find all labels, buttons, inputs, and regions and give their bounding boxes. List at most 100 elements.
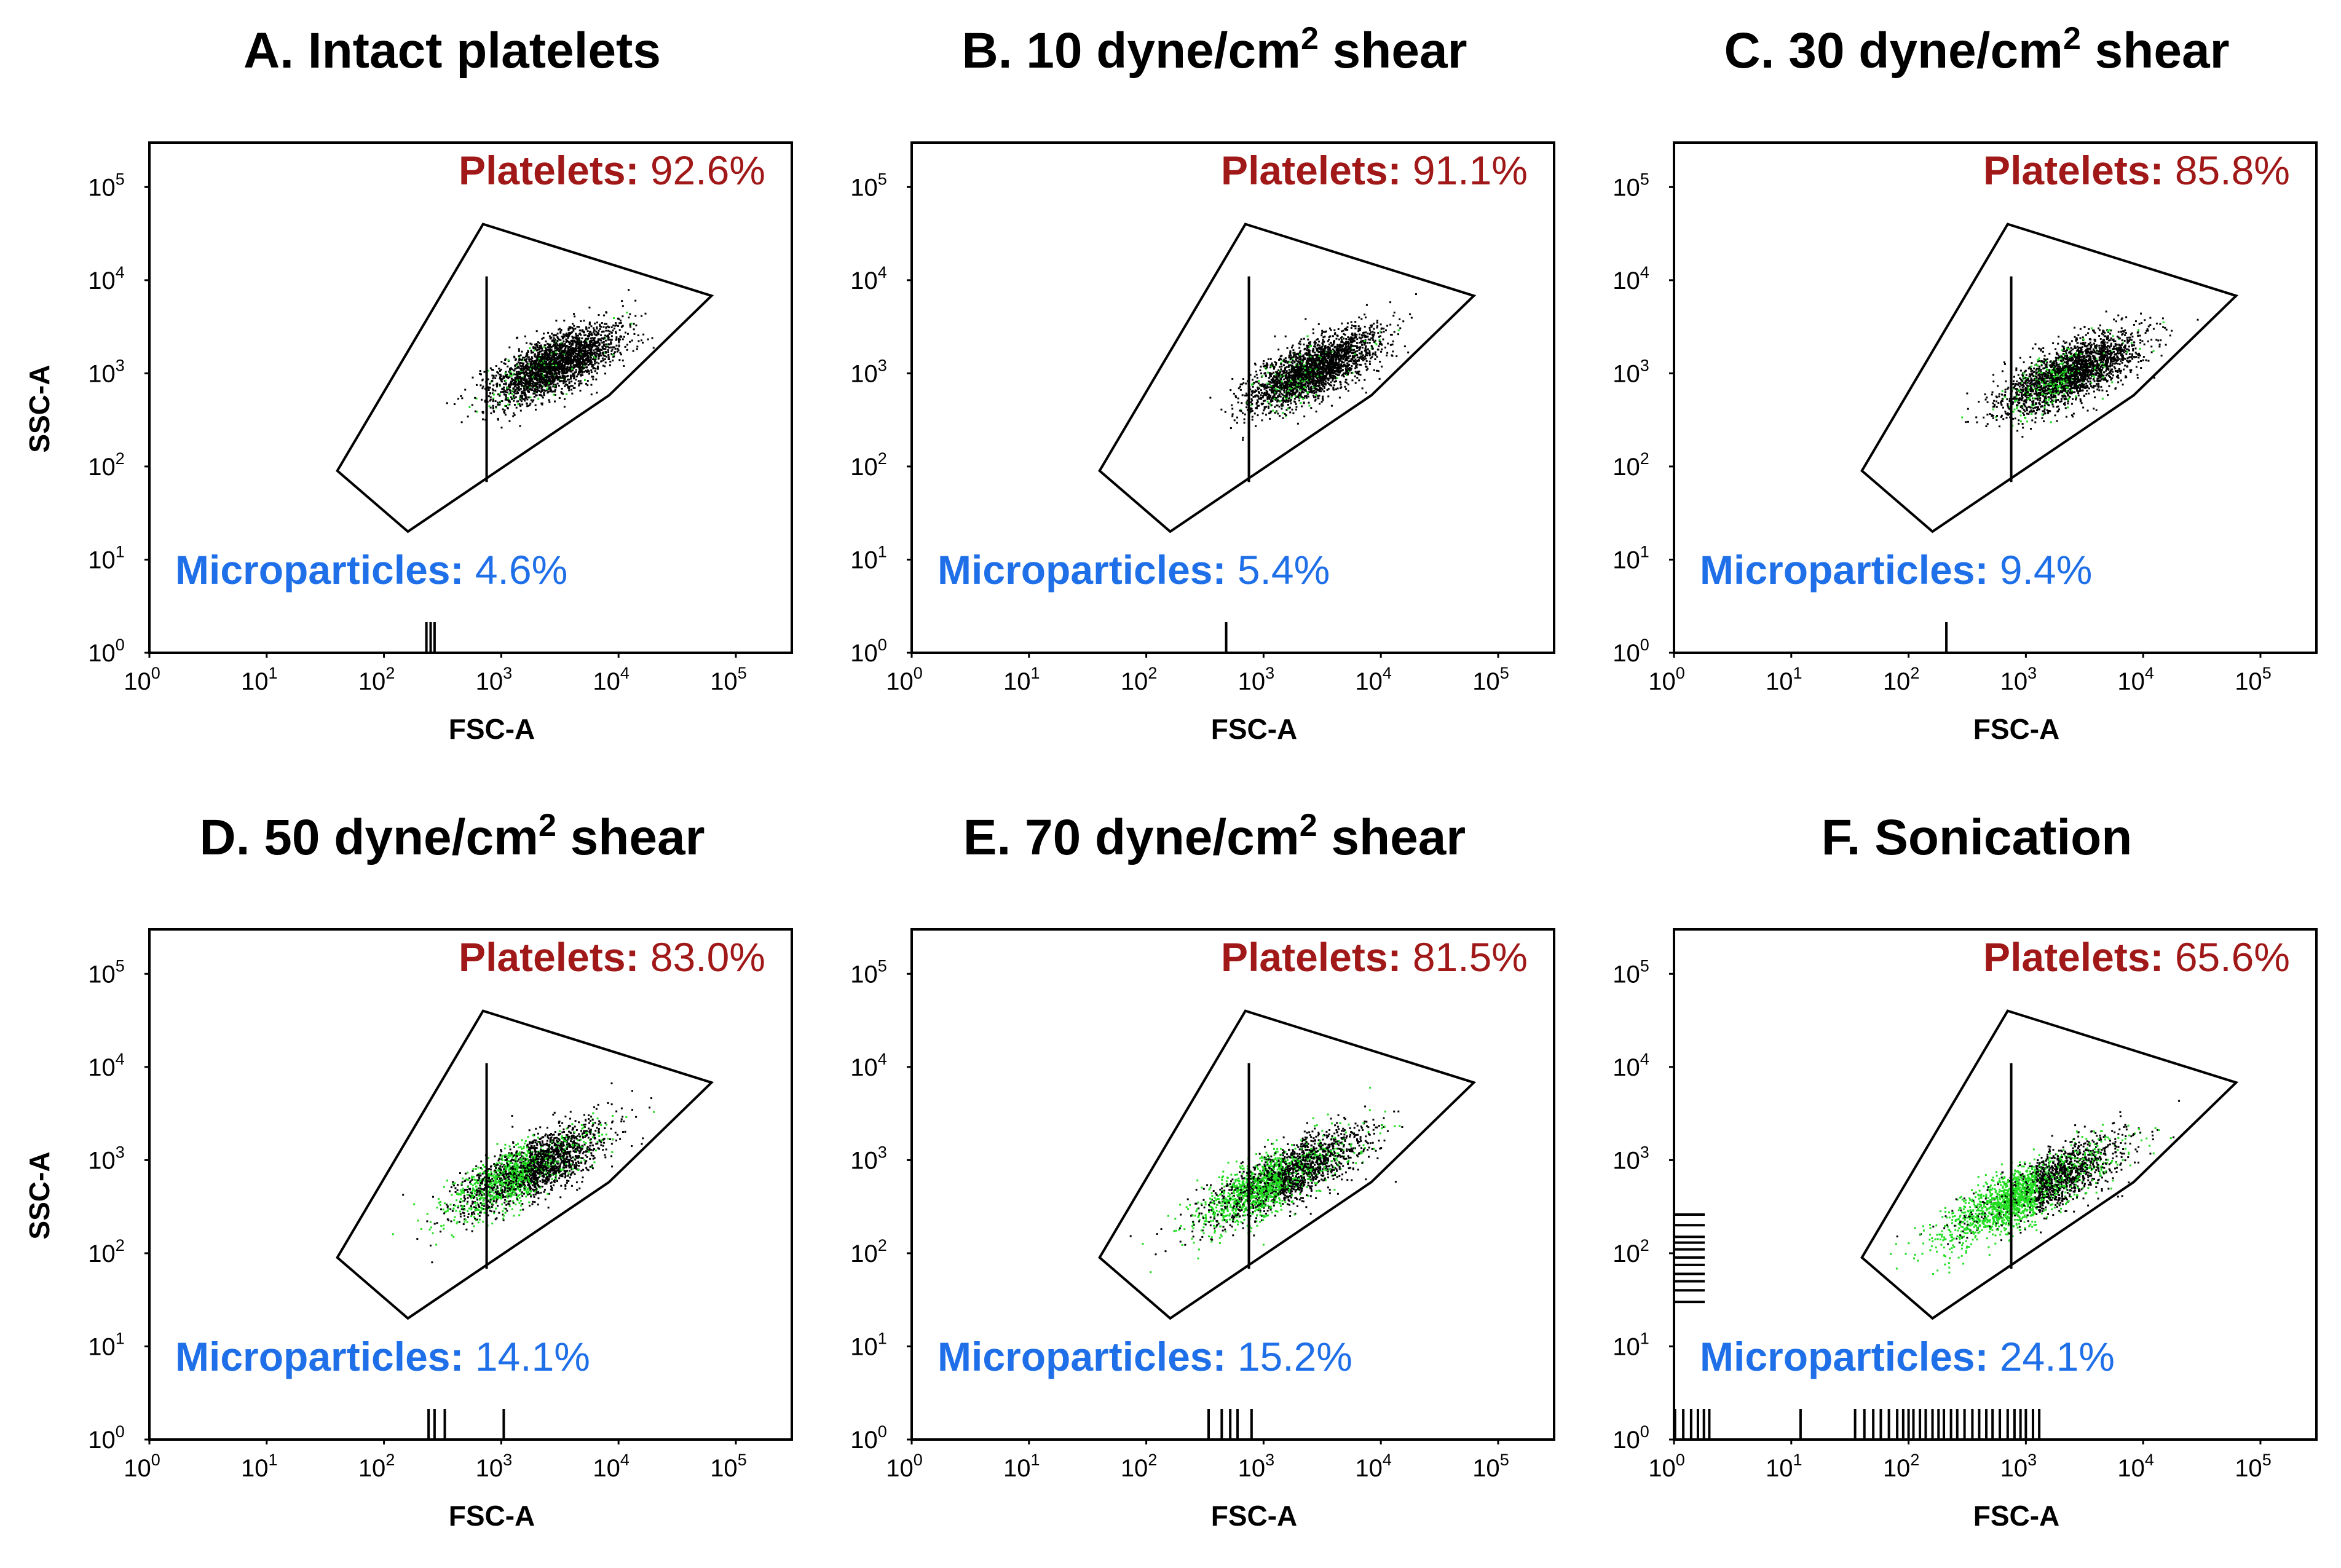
event-dot [1305, 318, 1306, 320]
event-dot [606, 312, 607, 313]
event-dot [567, 375, 569, 377]
event-dot [1231, 378, 1233, 380]
event-dot [1209, 397, 1211, 399]
event-dot [601, 322, 603, 324]
event-dot [521, 351, 523, 353]
event-dot [1392, 315, 1394, 317]
event-dot [561, 336, 563, 337]
event-dot [619, 329, 621, 331]
event-dot [1300, 358, 1302, 360]
event-dot [1291, 395, 1293, 396]
event-dot [1334, 332, 1336, 334]
event-dot [523, 385, 525, 387]
event-dot [548, 399, 550, 401]
event-dot [1321, 334, 1322, 336]
event-dot [1343, 376, 1345, 377]
event-dot [1251, 390, 1253, 392]
event-dot [559, 380, 561, 382]
event-dot [1344, 386, 1346, 388]
event-dot [1303, 384, 1305, 385]
event-dot [594, 359, 596, 361]
event-dot [1310, 375, 1312, 377]
event-dot-green [508, 359, 510, 361]
event-dot [1321, 401, 1323, 403]
event-dot [501, 400, 503, 402]
event-dot [1266, 384, 1268, 386]
event-dot [598, 355, 600, 357]
event-dot [1357, 364, 1359, 366]
event-dot [1325, 370, 1327, 372]
event-dot [492, 407, 494, 409]
event-dot [1241, 402, 1242, 404]
event-dot [1265, 406, 1267, 408]
event-dot [1362, 340, 1364, 342]
event-dot-green [507, 387, 508, 388]
event-dot [544, 390, 546, 392]
event-dot [527, 382, 529, 384]
event-dot [1346, 350, 1348, 352]
event-dot [577, 364, 579, 366]
event-dot [578, 385, 580, 387]
event-dot [1277, 386, 1279, 388]
event-dot [585, 366, 587, 368]
event-dot [1366, 360, 1368, 362]
event-dot [519, 373, 521, 375]
event-dot [1263, 400, 1265, 402]
event-dot [1274, 376, 1276, 378]
event-dot [586, 345, 588, 347]
event-dot [590, 369, 592, 371]
event-dot [571, 349, 573, 350]
event-dot [575, 379, 577, 380]
event-dot-green [1251, 384, 1253, 385]
event-dot-green [555, 364, 557, 366]
event-dot [1231, 416, 1233, 417]
event-dot [1338, 339, 1340, 341]
event-dot [1238, 401, 1239, 403]
event-dot [621, 300, 623, 302]
event-dot [1369, 342, 1371, 344]
event-dot [1236, 422, 1238, 424]
event-dot [559, 371, 561, 373]
event-dot [585, 354, 587, 356]
event-dot [580, 390, 582, 392]
event-dot [556, 372, 558, 374]
event-dot-green [1267, 382, 1269, 384]
event-dot [505, 384, 507, 385]
event-dot [1330, 381, 1332, 383]
y-tick-label: 102 [850, 449, 887, 481]
event-dot [1372, 348, 1374, 350]
event-dot [594, 349, 596, 350]
event-dot [561, 364, 563, 366]
event-dot [596, 328, 598, 329]
event-dot [589, 344, 591, 345]
event-dot [490, 396, 492, 398]
event-dot [547, 343, 548, 345]
event-dot [568, 335, 570, 337]
event-dot [1251, 403, 1253, 405]
event-dot [561, 363, 563, 364]
event-dot [558, 365, 559, 367]
event-dot [513, 400, 515, 402]
event-dot [610, 342, 612, 344]
event-dot [1242, 439, 1244, 441]
event-dot [519, 365, 521, 367]
event-dot [529, 404, 531, 406]
event-dot [601, 346, 603, 348]
event-dot [564, 336, 566, 337]
event-dot [1322, 398, 1324, 400]
event-dot [1355, 382, 1357, 384]
event-dot [1307, 339, 1309, 341]
event-dot [1369, 333, 1371, 335]
event-dot [446, 402, 448, 404]
event-dot [1316, 339, 1317, 341]
event-dot [1315, 392, 1317, 393]
event-dot [1269, 372, 1271, 374]
event-dot-green [1336, 377, 1338, 379]
event-dot [602, 355, 604, 357]
event-dot [578, 358, 580, 360]
event-dot [1301, 396, 1303, 398]
event-dot [1279, 406, 1281, 408]
event-dot [1316, 389, 1317, 391]
event-dot [1330, 361, 1332, 363]
panel-chart-svg: B. 10 dyne/cm2 shear10010010110110210210… [762, 0, 1542, 781]
